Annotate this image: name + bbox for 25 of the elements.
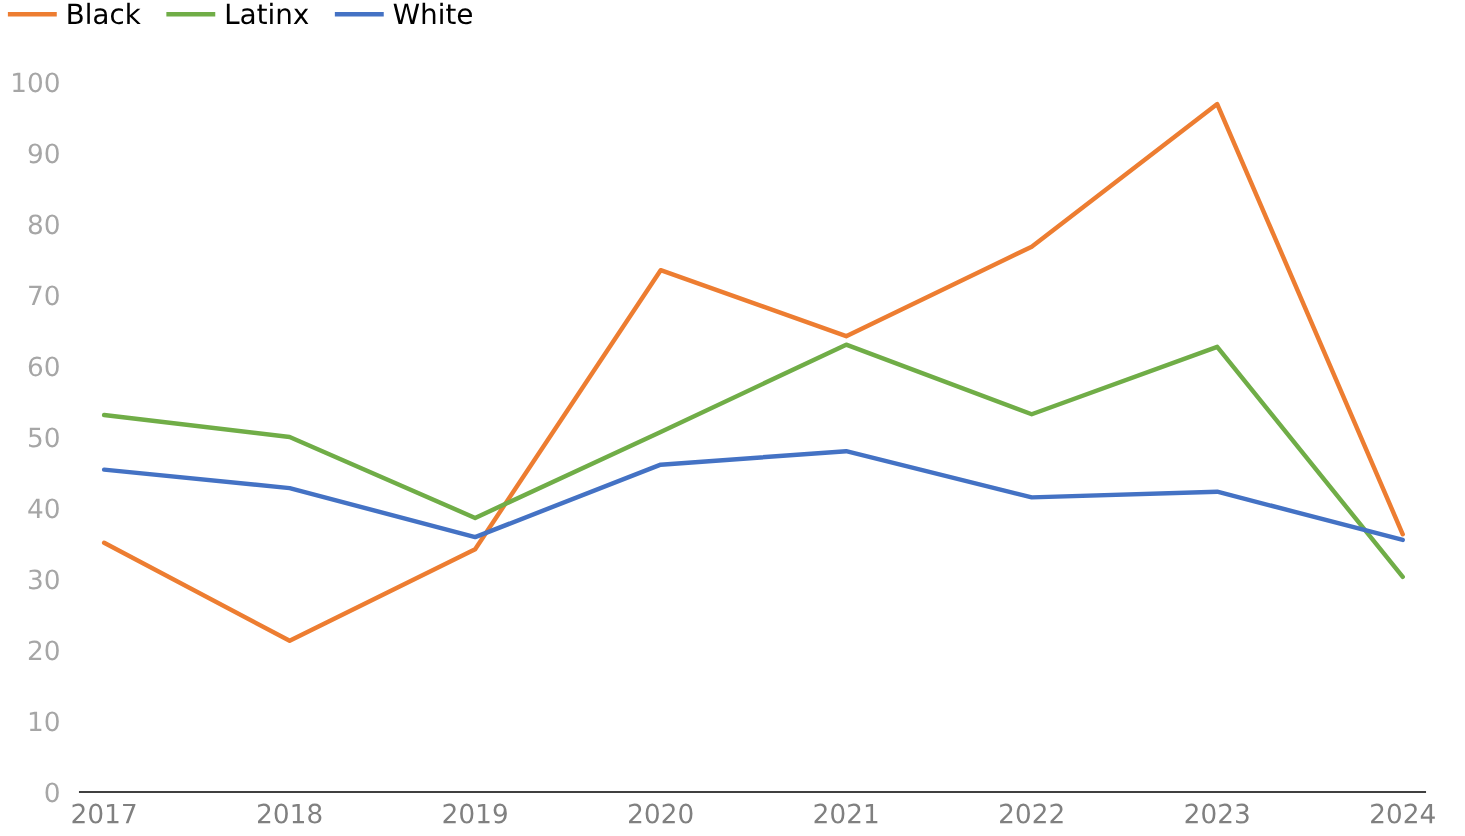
x-tick-label: 2022 xyxy=(1000,803,1063,824)
y-tick-label: 50 xyxy=(29,427,59,448)
x-tick-label: 2024 xyxy=(1371,803,1435,824)
y-tick-label: 30 xyxy=(28,569,59,590)
y-tick-label: 0 xyxy=(45,782,59,803)
x-tick-label: 2018 xyxy=(257,803,322,824)
y-tick-label: 90 xyxy=(28,143,59,164)
x-tick-label: 2019 xyxy=(443,803,507,824)
legend-label: Black xyxy=(68,2,141,25)
x-tick-label: 2023 xyxy=(1185,803,1249,824)
y-tick-label: 100 xyxy=(13,72,59,93)
legend-label: White xyxy=(393,2,472,25)
x-tick-label: 2020 xyxy=(629,803,693,824)
y-tick-label: 20 xyxy=(28,640,59,661)
x-tick-label: 2017 xyxy=(72,803,136,824)
y-tick-label: 80 xyxy=(28,214,59,235)
y-tick-label: 60 xyxy=(28,356,59,377)
y-tick-label: 10 xyxy=(29,711,59,732)
legend-label: Latinx xyxy=(226,2,309,25)
line-series xyxy=(101,101,1405,643)
x-tick-label: 2021 xyxy=(814,803,878,824)
line-series xyxy=(101,342,1405,580)
y-tick-label: 40 xyxy=(28,498,59,519)
y-tick-label: 70 xyxy=(29,285,59,306)
line-series xyxy=(101,448,1405,543)
